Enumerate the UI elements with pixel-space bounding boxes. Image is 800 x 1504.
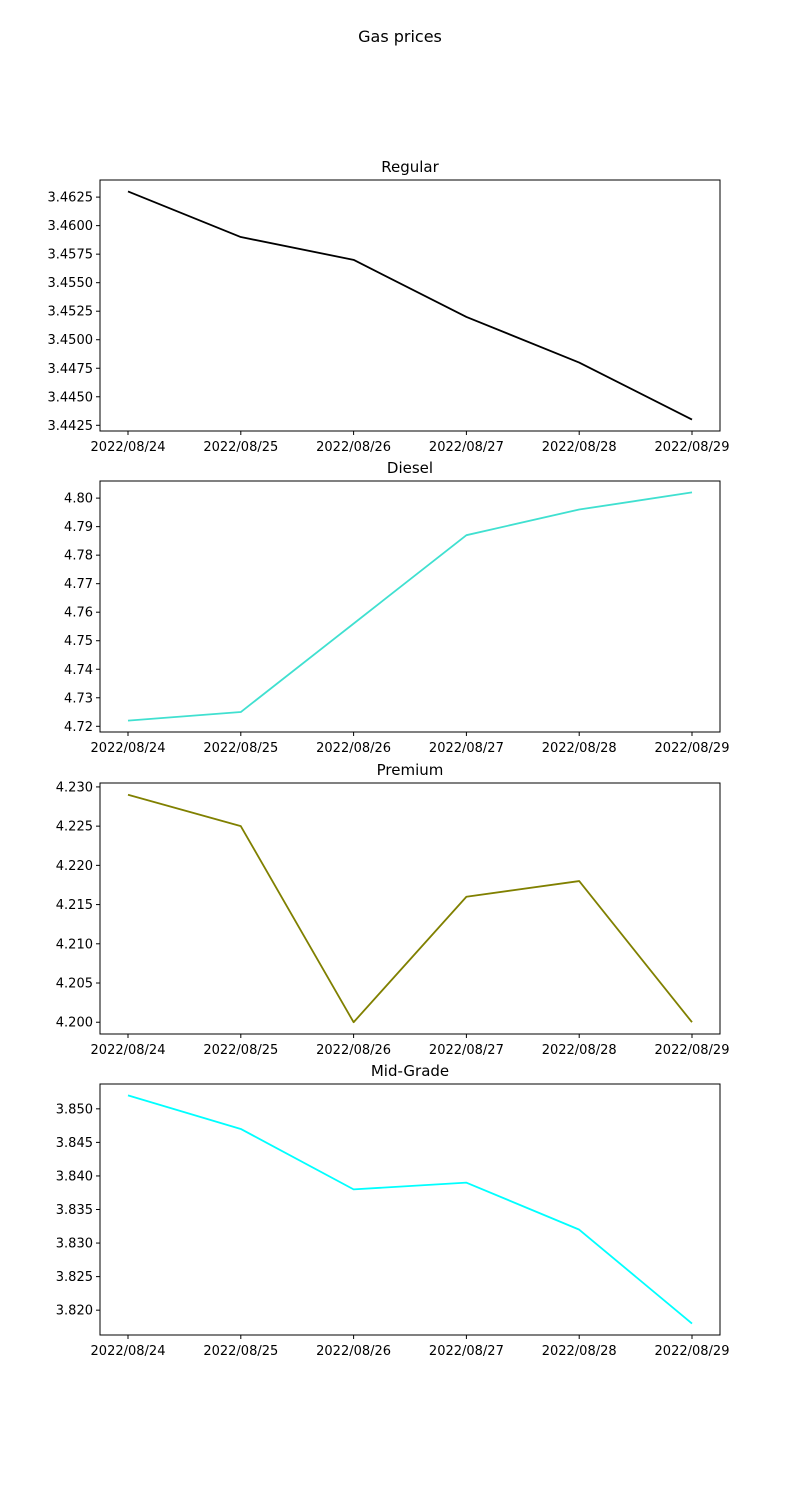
y-tick-label: 4.78 [64, 549, 93, 564]
y-tick-label: 4.74 [64, 663, 93, 678]
y-tick-label: 4.77 [64, 577, 93, 592]
y-tick-label: 3.850 [56, 1102, 93, 1117]
x-tick-label: 2022/08/24 [91, 1344, 166, 1359]
x-tick-label: 2022/08/29 [655, 1344, 730, 1359]
y-tick-label: 3.4475 [48, 362, 94, 377]
y-tick-label: 4.72 [64, 720, 93, 735]
x-tick-label: 2022/08/29 [655, 1043, 730, 1058]
series-line [127, 1094, 693, 1325]
axes-frame [99, 179, 721, 432]
series-line [127, 190, 693, 421]
y-tick-label: 3.4575 [48, 248, 94, 263]
y-tick-label: 3.4425 [48, 419, 94, 434]
x-tick-label: 2022/08/29 [655, 741, 730, 756]
x-tick-label: 2022/08/25 [203, 741, 278, 756]
y-tick-label: 4.205 [56, 977, 93, 992]
y-tick-label: 4.79 [64, 520, 93, 535]
x-tick-label: 2022/08/27 [429, 1043, 504, 1058]
y-tick-label: 3.4450 [48, 390, 94, 405]
subplot-title: Diesel [387, 459, 433, 477]
y-tick-label: 4.230 [56, 780, 93, 795]
y-tick-label: 3.820 [56, 1304, 93, 1319]
subplot-3: Premium 4.200 4.205 4.210 4.215 4.220 4.225 4.2… [56, 761, 730, 1058]
x-tick-label: 2022/08/28 [542, 1344, 617, 1359]
y-tick-label: 4.80 [64, 492, 93, 507]
x-tick-label: 2022/08/24 [91, 440, 166, 455]
subplot-title: Mid-Grade [371, 1062, 449, 1080]
x-tick-label: 2022/08/26 [316, 1043, 391, 1058]
axes-frame [99, 480, 721, 733]
x-tick-label: 2022/08/28 [542, 440, 617, 455]
y-tick-label: 3.4500 [48, 333, 94, 348]
y-tick-label: 3.4600 [48, 219, 94, 234]
y-tick-label: 3.845 [56, 1136, 93, 1151]
x-tick-label: 2022/08/27 [429, 440, 504, 455]
x-tick-label: 2022/08/25 [203, 1344, 278, 1359]
x-tick-label: 2022/08/24 [91, 741, 166, 756]
figure-title: Gas prices [358, 27, 442, 46]
y-tick-label: 3.825 [56, 1270, 93, 1285]
x-tick-label: 2022/08/27 [429, 741, 504, 756]
x-tick-label: 2022/08/28 [542, 1043, 617, 1058]
axes-frame [99, 782, 721, 1035]
y-tick-label: 4.75 [64, 634, 93, 649]
axes-frame [99, 1083, 721, 1336]
y-tick-label: 3.840 [56, 1169, 93, 1184]
x-tick-label: 2022/08/25 [203, 440, 278, 455]
subplot-1: Regular 3.4425 3.4450 3.4475 3.4500 3.4525 3.4… [48, 158, 730, 455]
y-tick-label: 4.210 [56, 937, 93, 952]
y-tick-label: 4.215 [56, 898, 93, 913]
y-tick-label: 3.835 [56, 1203, 93, 1218]
x-tick-label: 2022/08/26 [316, 741, 391, 756]
series-line [127, 491, 693, 722]
x-tick-label: 2022/08/26 [316, 440, 391, 455]
x-tick-label: 2022/08/29 [655, 440, 730, 455]
x-tick-label: 2022/08/25 [203, 1043, 278, 1058]
series-line [127, 793, 693, 1024]
y-tick-label: 4.200 [56, 1016, 93, 1031]
y-tick-label: 4.76 [64, 606, 93, 621]
y-tick-label: 3.830 [56, 1237, 93, 1252]
x-tick-label: 2022/08/24 [91, 1043, 166, 1058]
y-tick-label: 3.4625 [48, 191, 94, 206]
x-tick-label: 2022/08/28 [542, 741, 617, 756]
subplot-4: Mid-Grade 3.820 3.825 3.830 3.835 3.840 3.845 3… [56, 1062, 730, 1359]
subplot-2: Diesel 4.72 4.73 4.74 4.75 4.76 4.77 4.78 4.79 4.… [64, 459, 729, 756]
y-tick-label: 4.73 [64, 691, 93, 706]
subplot-title: Premium [377, 761, 444, 779]
y-tick-label: 4.220 [56, 859, 93, 874]
subplot-title: Regular [381, 158, 439, 176]
y-tick-label: 3.4550 [48, 276, 94, 291]
y-tick-label: 3.4525 [48, 305, 94, 320]
x-tick-label: 2022/08/26 [316, 1344, 391, 1359]
x-tick-label: 2022/08/27 [429, 1344, 504, 1359]
y-tick-label: 4.225 [56, 820, 93, 835]
